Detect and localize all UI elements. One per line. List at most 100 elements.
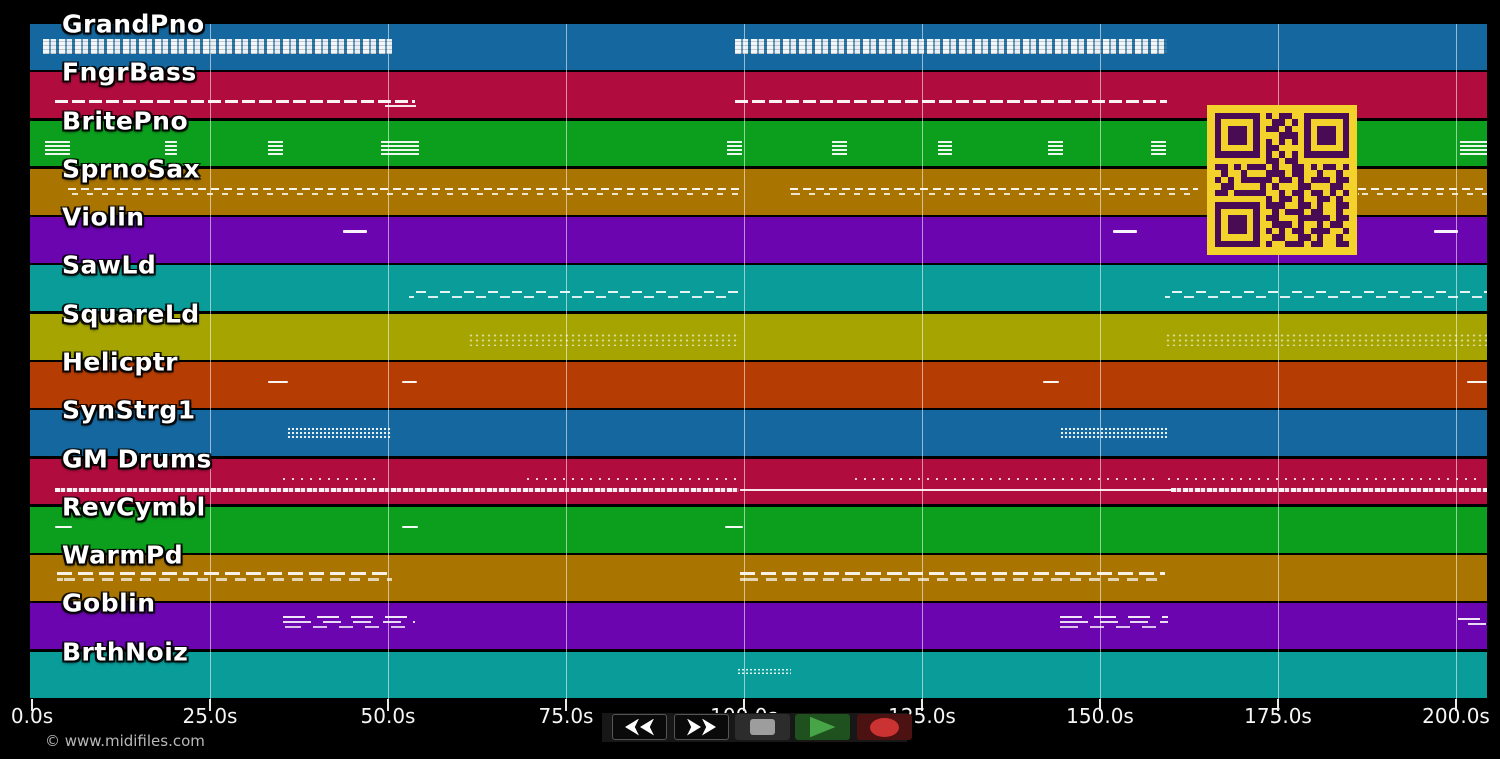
qr-module	[1336, 183, 1343, 190]
track-label: SynStrg1	[62, 395, 196, 425]
note-segment	[56, 571, 393, 583]
qr-module	[1266, 125, 1273, 133]
track-band	[30, 362, 1487, 408]
qr-module	[1246, 164, 1254, 171]
qr-module	[1323, 164, 1330, 171]
qr-module	[1278, 138, 1286, 145]
note-segment	[855, 477, 1161, 480]
fast-forward-button[interactable]	[674, 714, 729, 740]
note-segment	[726, 140, 742, 155]
qr-module	[1285, 157, 1292, 165]
gridline	[1456, 24, 1457, 700]
qr-module	[1297, 215, 1305, 222]
qr-module	[1215, 151, 1222, 158]
qr-module	[1246, 151, 1254, 158]
qr-module	[1297, 195, 1305, 203]
qr-module	[1215, 125, 1222, 133]
qr-module	[1304, 132, 1311, 139]
qr-module	[1291, 170, 1298, 177]
note-segment	[832, 140, 847, 155]
qr-module	[1317, 234, 1324, 241]
track-band	[30, 313, 1487, 360]
axis-tick	[921, 699, 923, 711]
qr-module	[1272, 234, 1279, 241]
qr-module	[1227, 183, 1235, 190]
track-label: BrthNoiz	[62, 637, 189, 667]
qr-module	[1291, 138, 1298, 145]
qr-module	[1215, 189, 1222, 196]
qr-module	[1329, 183, 1337, 190]
qr-module	[1342, 144, 1349, 152]
track-label: Goblin	[62, 588, 156, 618]
track-label: WarmPd	[62, 540, 184, 570]
qr-module	[1253, 176, 1260, 184]
qr-module	[1291, 189, 1298, 196]
rewind-button[interactable]	[612, 714, 667, 740]
qr-module	[1240, 189, 1247, 196]
qr-module	[1336, 221, 1343, 228]
rewind-icon	[640, 718, 654, 736]
copyright-text: © www.midifiles.com	[45, 732, 205, 750]
gridline	[210, 24, 211, 700]
axis-tick-label: 150.0s	[1066, 704, 1134, 728]
record-button[interactable]	[857, 714, 912, 740]
qr-module	[1266, 176, 1273, 184]
qr-module	[1227, 125, 1235, 133]
note-segment	[1167, 477, 1481, 480]
track-label: SquareLd	[62, 299, 200, 329]
note-segment	[286, 427, 393, 439]
qr-module	[1234, 132, 1241, 139]
track-label: GM Drums	[62, 444, 212, 474]
track-band	[30, 410, 1487, 457]
qr-module	[1278, 202, 1286, 209]
qr-module	[1336, 113, 1343, 120]
qr-module	[1234, 138, 1241, 145]
qr-module	[1253, 202, 1260, 209]
qr-module	[1266, 138, 1273, 145]
qr-module	[1297, 208, 1305, 216]
qr-module	[1215, 240, 1222, 247]
qr-module	[1317, 195, 1324, 203]
axis-tick-label: 50.0s	[360, 704, 416, 728]
qr-module	[1297, 240, 1305, 247]
qr-module	[1291, 208, 1298, 216]
qr-module	[1336, 195, 1343, 203]
qr-module	[1342, 227, 1349, 235]
qr-module	[1246, 113, 1254, 120]
qr-module	[1304, 234, 1311, 241]
qr-module	[1323, 138, 1330, 145]
qr-module	[1317, 208, 1324, 216]
qr-module	[1266, 151, 1273, 158]
note-segment	[526, 477, 741, 480]
qr-module	[1342, 240, 1349, 247]
qr-module	[1278, 189, 1286, 196]
qr-module	[1227, 227, 1235, 235]
note-segment	[165, 140, 178, 155]
qr-module	[1323, 151, 1330, 158]
qr-module	[1297, 227, 1305, 235]
qr-module	[1304, 125, 1311, 133]
qr-module	[1323, 125, 1330, 133]
qr-module	[1278, 221, 1286, 228]
stop-icon	[750, 719, 775, 735]
qr-module	[1272, 215, 1279, 222]
qr-module	[1221, 170, 1228, 177]
note-segment	[343, 230, 368, 234]
qr-module	[1310, 240, 1318, 247]
qr-module	[1259, 183, 1267, 190]
qr-module	[1272, 125, 1279, 133]
qr-module	[1215, 202, 1222, 209]
qr-module	[1221, 113, 1228, 120]
qr-module	[1215, 132, 1222, 139]
note-segment	[736, 667, 791, 675]
qr-module	[1278, 113, 1286, 120]
play-button[interactable]	[795, 714, 850, 740]
qr-module	[1304, 202, 1311, 209]
qr-module	[1310, 176, 1318, 184]
qr-module	[1317, 170, 1324, 177]
qr-module	[1215, 113, 1222, 120]
qr-module	[1272, 170, 1279, 177]
stop-button[interactable]	[735, 714, 790, 740]
axis-tick	[31, 699, 33, 711]
track-label: Violin	[62, 202, 145, 232]
